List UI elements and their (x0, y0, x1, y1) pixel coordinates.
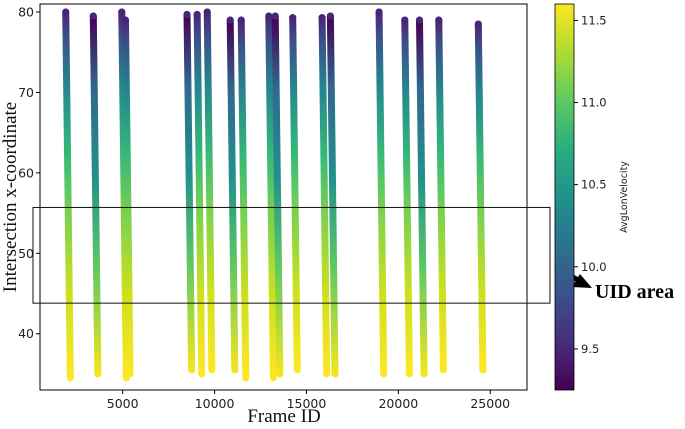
trajectory-band (237, 16, 250, 382)
y-axis-label: Intersection x-coordinate (0, 102, 21, 292)
trajectory-band (203, 8, 216, 374)
trajectory-band (62, 8, 74, 382)
trajectory-band (289, 14, 301, 374)
trajectory-band (226, 16, 239, 374)
trajectory-band (415, 16, 428, 378)
trajectory-band (265, 12, 277, 382)
trajectory-start-point (375, 8, 383, 16)
trajectory-band (326, 12, 339, 378)
trajectory-start-point (193, 10, 201, 19)
trajectory-start-point (265, 12, 273, 20)
trajectory-start-point (203, 8, 211, 16)
trajectory-band (435, 16, 447, 374)
plot-area (39, 3, 528, 391)
x-tick-label: 25000 (470, 396, 510, 411)
trajectory-start-point (62, 8, 70, 16)
colorbar-tick-label: 9.5 (581, 342, 599, 356)
trajectory-start-point (183, 10, 191, 19)
colorbar: 9.5 10.0 10.5 11.0 11.5 AvgLonVelocity (554, 3, 630, 391)
plot-frame (39, 3, 528, 391)
colorbar-tick-label: 11.5 (581, 13, 607, 27)
trajectory-band (474, 20, 487, 374)
x-axis-ticks: 5000 10000 15000 20000 25000 (107, 390, 510, 411)
trajectory-band (271, 12, 284, 378)
y-tick-label: 80 (18, 5, 34, 20)
x-tick-label: 10000 (195, 396, 235, 411)
trajectory-band (193, 10, 206, 378)
x-axis-label: Frame ID (247, 406, 320, 427)
y-tick-label: 50 (18, 246, 34, 261)
trajectory-start-point (289, 14, 297, 22)
uid-area-box (32, 206, 551, 304)
trajectory-start-point (318, 14, 326, 22)
colorbar-gradient (554, 3, 575, 391)
trajectory-start-point (237, 16, 245, 24)
y-tick-label: 60 (18, 165, 34, 180)
trajectory-start-point (435, 16, 443, 24)
trajectory-start-point (474, 20, 482, 28)
trajectory-band (89, 12, 102, 378)
trajectory-start-point (118, 8, 126, 16)
uid-area-arrow-head (572, 274, 592, 288)
y-tick-label: 70 (18, 85, 34, 100)
colorbar-tick-label: 10.0 (581, 260, 607, 274)
x-tick-label: 15000 (287, 396, 327, 411)
colorbar-label: AvgLonVelocity (619, 161, 630, 233)
trajectory-band (401, 16, 413, 378)
y-axis-ticks: 40 50 60 70 80 (18, 5, 40, 341)
trajectory-band (118, 8, 130, 382)
plot-background (40, 4, 527, 390)
trajectory-band (375, 8, 388, 378)
trajectory-start-point (226, 16, 234, 24)
trajectory-band (183, 10, 196, 374)
colorbar-ticks: 9.5 10.0 10.5 11.0 11.5 (574, 13, 607, 356)
trajectory-start-point (401, 16, 409, 24)
trajectory-layer (62, 8, 487, 382)
trajectory-start-point (326, 12, 334, 20)
uid-area-annotation: UID area (32, 206, 674, 304)
uid-area-label: UID area (595, 281, 674, 303)
trajectory-start-point (121, 16, 130, 24)
x-tick-label: 5000 (107, 396, 139, 411)
trajectory-band (121, 16, 134, 378)
trajectory-start-point (271, 12, 279, 20)
x-tick-label: 20000 (378, 396, 418, 411)
trajectory-start-point (89, 12, 97, 20)
trajectory-band (318, 14, 331, 378)
colorbar-tick-label: 10.5 (581, 178, 607, 192)
trajectory-start-point (415, 16, 424, 24)
y-tick-label: 40 (18, 326, 34, 341)
colorbar-tick-label: 11.0 (581, 96, 607, 110)
